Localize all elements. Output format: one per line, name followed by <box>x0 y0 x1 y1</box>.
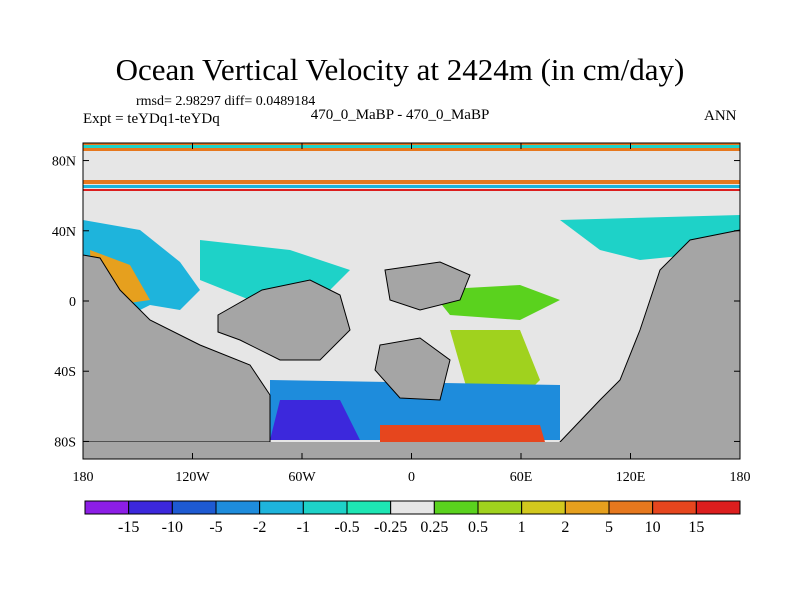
lon-tick-label: 60W <box>288 470 316 485</box>
upwelling-patch <box>380 425 545 442</box>
lon-tick-label: 180 <box>730 470 751 485</box>
colorbar-label: -1 <box>297 519 310 536</box>
chart-title: Ocean Vertical Velocity at 2424m (in cm/… <box>115 52 685 87</box>
colorbar-label: 5 <box>605 519 613 536</box>
lon-tick-label: 120W <box>175 470 210 485</box>
colorbar-label: 2 <box>561 519 569 536</box>
lon-tick-label: 0 <box>408 470 415 485</box>
lat-tick-label: 80N <box>52 155 76 170</box>
colorbar-swatch <box>259 500 304 515</box>
colorbar: -15 -10 -5 -2 -1 -0.5 -0.25 0.25 0.5 1 2 5 10 15 <box>84 500 741 536</box>
colorbar-label: -0.5 <box>334 519 359 536</box>
colorbar-label: 10 <box>645 519 661 536</box>
colorbar-label: -2 <box>253 519 266 536</box>
lon-tick-label: 60E <box>510 470 533 485</box>
colorbar-label: 15 <box>688 519 704 536</box>
lat-tick-label: 80S <box>54 435 76 450</box>
stats-text: rmsd= 2.98297 diff= 0.0489184 <box>136 94 316 109</box>
lat-tick-label: 40N <box>52 225 76 240</box>
land-mass <box>83 442 740 459</box>
colorbar-label: -0.25 <box>374 519 407 536</box>
midlat-band-north <box>83 189 740 191</box>
case-label: 470_0_MaBP - 470_0_MaBP <box>310 107 490 123</box>
midlat-band-north <box>83 185 740 188</box>
latitude-axis: 80N 40N 0 40S 80S <box>52 155 740 450</box>
colorbar-swatch <box>521 500 566 515</box>
colorbar-swatch <box>215 500 261 515</box>
colorbar-swatch <box>346 500 392 515</box>
colorbar-swatch <box>652 500 697 515</box>
colorbar-label: -5 <box>209 519 222 536</box>
lat-tick-label: 0 <box>69 295 76 310</box>
season-label: ANN <box>704 108 737 124</box>
midlat-band-north <box>83 180 740 184</box>
ocean-field <box>82 143 741 460</box>
colorbar-label: 1 <box>518 519 526 536</box>
land-mass <box>384 261 471 311</box>
colorbar-swatch <box>128 500 173 515</box>
lon-tick-label: 180 <box>73 470 94 485</box>
lon-tick-label: 120E <box>616 470 646 485</box>
colorbar-swatch <box>564 500 610 515</box>
land-mass <box>217 279 351 361</box>
experiment-label: Expt = teYDq1-teYDq <box>83 111 220 127</box>
upwelling-patch <box>270 400 360 440</box>
colorbar-swatch <box>171 500 217 515</box>
land-mass <box>374 337 451 401</box>
lat-tick-label: 40S <box>54 365 76 380</box>
colorbar-swatch <box>84 500 130 515</box>
colorbar-swatch <box>433 500 479 515</box>
longitude-axis: 180 120W 60W 0 60E 120E 180 <box>73 143 751 485</box>
colorbar-label: -10 <box>162 519 183 536</box>
colorbar-swatch <box>608 500 654 515</box>
colorbar-swatch <box>477 500 523 515</box>
colorbar-swatch <box>390 500 435 515</box>
colorbar-swatch <box>695 500 741 515</box>
colorbar-label: -15 <box>118 519 139 536</box>
colorbar-swatch <box>302 500 348 515</box>
colorbar-label: 0.25 <box>420 519 448 536</box>
colorbar-label: 0.5 <box>468 519 488 536</box>
